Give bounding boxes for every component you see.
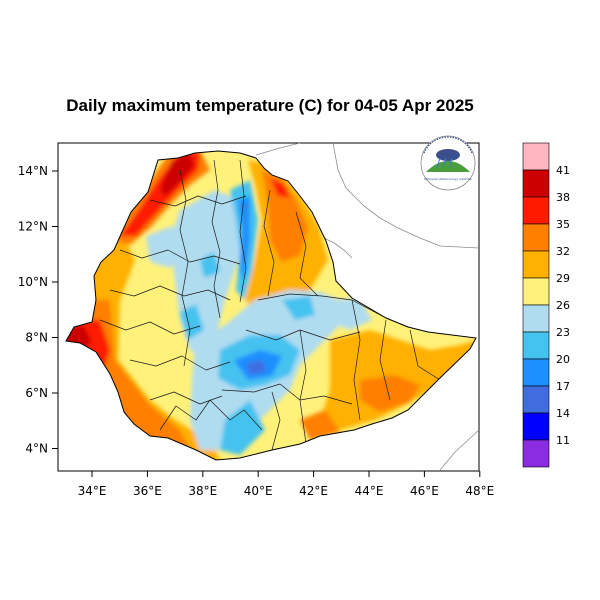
y-tick-label: 8°N <box>25 331 48 345</box>
ethiopia-outline <box>65 150 477 461</box>
x-tick-label: 38°E <box>188 484 217 498</box>
neighbour-borders <box>255 143 479 471</box>
colorbar-box <box>522 223 550 252</box>
x-axis: 34°E 36°E 38°E 40°E 42°E 44°E 46°E 48°E <box>78 471 494 498</box>
y-tick-label: 12°N <box>18 220 48 234</box>
colorbar: 41 38 35 32 29 26 23 20 17 14 11 <box>522 142 570 468</box>
institute-logo: Ethiopian Meteorology Institute <box>420 135 476 191</box>
colorbar-label: 32 <box>556 245 570 258</box>
x-tick-label: 36°E <box>133 484 162 498</box>
y-axis: 14°N 12°N 10°N 8°N 6°N 4°N <box>18 164 58 456</box>
colorbar-box <box>522 304 550 333</box>
colorbar-label: 26 <box>556 299 570 312</box>
y-tick-label: 6°N <box>25 386 48 400</box>
colorbar-label: 20 <box>556 353 570 366</box>
colorbar-label: 14 <box>556 407 570 420</box>
colorbar-box <box>522 250 550 279</box>
colorbar-box <box>522 277 550 306</box>
map-title: Daily maximum temperature (C) for 04-05 … <box>66 96 474 115</box>
x-tick-label: 46°E <box>410 484 439 498</box>
x-tick-label: 48°E <box>465 484 494 498</box>
colorbar-label: 23 <box>556 326 570 339</box>
x-tick-label: 42°E <box>299 484 328 498</box>
colorbar-label: 17 <box>556 380 570 393</box>
colorbar-label: 29 <box>556 272 570 285</box>
x-tick-label: 34°E <box>78 484 107 498</box>
colorbar-box <box>522 358 550 387</box>
logo-caption: Ethiopian Meteorology Institute <box>424 177 471 181</box>
y-tick-label: 14°N <box>18 164 48 178</box>
colorbar-box <box>522 169 550 198</box>
colorbar-box <box>522 331 550 360</box>
colorbar-label: 38 <box>556 191 570 204</box>
x-tick-label: 44°E <box>355 484 384 498</box>
colorbar-label: 11 <box>556 434 570 447</box>
colorbar-label: 35 <box>556 218 570 231</box>
colorbar-box <box>522 196 550 225</box>
colorbar-box <box>522 412 550 441</box>
colorbar-label: 41 <box>556 164 570 177</box>
colorbar-box <box>522 385 550 414</box>
colorbar-box <box>522 142 550 171</box>
x-tick-label: 40°E <box>244 484 273 498</box>
colorbar-box <box>522 439 550 468</box>
y-tick-label: 10°N <box>18 275 48 289</box>
y-tick-label: 4°N <box>25 442 48 456</box>
admin-boundaries <box>99 159 441 451</box>
